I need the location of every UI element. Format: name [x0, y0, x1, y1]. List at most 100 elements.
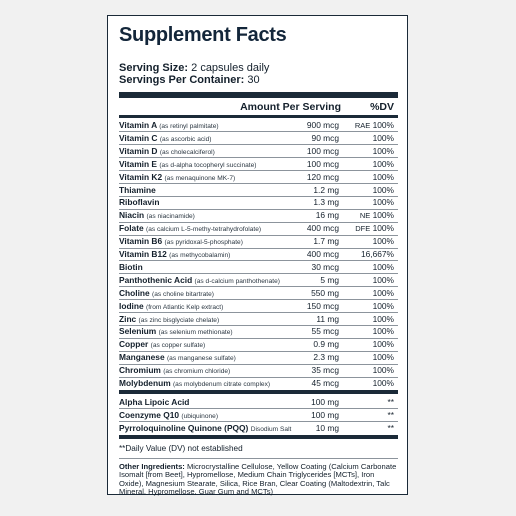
nutrient-source-note: (as chromium chloride) — [163, 368, 231, 376]
nutrient-amount: 45 mcg — [311, 378, 339, 388]
nutrient-row: Pyrroloquinoline Quinone (PQQ) Disodium … — [119, 422, 398, 434]
nutrient-dv: 100% — [373, 313, 394, 325]
nutrient-dv: ** — [387, 396, 394, 408]
nutrient-label: Folate — [119, 223, 144, 234]
nutrient-row: Chromium (as chromium chloride) 35 mcg 100… — [119, 364, 398, 376]
dv-value: 100% — [372, 339, 394, 350]
nutrient-name: Vitamin B6 (as pyridoxal-5-phosphate) — [119, 235, 243, 249]
nutrient-name: Manganese (as manganese sulfate) — [119, 351, 236, 365]
nutrient-row: Iodine (from Atlantic Kelp extract) 150 m… — [119, 300, 398, 312]
nutrient-amount: 1.7 mg — [313, 236, 339, 247]
nutrient-name: Selenium (as selenium methionate) — [119, 325, 233, 339]
nutrient-source-note: (as pyridoxal-5-phosphate) — [164, 239, 243, 247]
nutrient-amount: 100 mcg — [306, 158, 339, 169]
row-divider — [119, 273, 398, 275]
row-divider — [119, 421, 398, 423]
dv-value: 100% — [372, 378, 394, 388]
row-divider — [119, 195, 398, 197]
nutrient-row: Vitamin C (as ascorbic acid) 90 mcg 100% — [119, 132, 398, 144]
dv-value: 100% — [372, 197, 394, 208]
nutrient-row: Vitamin B6 (as pyridoxal-5-phosphate) 1.7… — [119, 235, 398, 247]
nutrient-source-note: (as d-alpha tocopheryl succinate) — [159, 161, 257, 169]
footnote: **Daily Value (DV) not established — [119, 443, 243, 453]
nutrient-row: Manganese (as manganese sulfate) 2.3 mg 10… — [119, 351, 398, 363]
nutrient-row: Alpha Lipoic Acid 100 mg ** — [119, 396, 398, 408]
nutrient-name: Biotin — [119, 261, 143, 273]
nutrient-amount: 0.9 mg — [313, 339, 339, 350]
nutrient-row: Vitamin A (as retinyl palmitate) 900 mcg R… — [119, 119, 398, 131]
nutrient-label: Niacin — [119, 210, 145, 221]
amount-header: Amount Per Serving — [240, 101, 341, 113]
nutrient-amount: 550 mg — [311, 287, 339, 298]
nutrient-name: Thiamine — [119, 184, 156, 196]
dv-value: 16,667% — [360, 249, 394, 259]
row-divider — [119, 337, 398, 339]
nutrient-dv: 100% — [373, 184, 394, 196]
nutrient-name: Vitamin C (as ascorbic acid) — [119, 132, 211, 146]
nutrient-label: Vitamin C — [119, 132, 158, 143]
row-divider — [119, 234, 398, 236]
nutrient-label: Vitamin B12 — [119, 249, 167, 259]
dv-header: %DV — [370, 101, 394, 113]
nutrient-amount: 400 mcg — [306, 223, 339, 234]
dv-value: ** — [387, 422, 394, 433]
nutrient-dv: ** — [387, 409, 394, 421]
nutrient-source-note: (from Atlantic Kelp extract) — [146, 303, 224, 311]
nutrient-name: Vitamin E (as d-alpha tocopheryl succina… — [119, 158, 256, 172]
nutrient-dv: 100% — [373, 145, 394, 157]
nutrient-name: Riboflavin — [119, 196, 159, 208]
nutrient-amount: 100 mcg — [306, 145, 339, 156]
nutrient-dv: 100% — [373, 171, 394, 183]
nutrient-label: Pyrroloquinoline Quinone (PQQ) — [119, 422, 249, 433]
nutrient-row: Copper (as copper sulfate) 0.9 mg 100% — [119, 338, 398, 350]
nutrient-dv: 100% — [373, 364, 394, 376]
row-divider — [119, 312, 398, 313]
nutrient-label: Copper — [119, 339, 149, 350]
column-header: Amount Per Serving %DV — [119, 101, 398, 114]
footnote-divider — [119, 457, 398, 459]
row-divider — [119, 247, 398, 249]
nutrient-dv: 16,667% — [361, 248, 394, 260]
nutrient-dv: 100% — [373, 325, 394, 337]
supplement-facts-panel: Supplement Facts Serving Size: 2 capsule… — [107, 15, 408, 496]
row-divider — [119, 208, 398, 210]
nutrient-dv: 100% — [373, 287, 394, 299]
nutrient-amount: 11 mg — [316, 313, 339, 324]
nutrient-label: Thiamine — [119, 184, 156, 195]
nutrient-dv: ** — [387, 422, 394, 434]
nutrient-name: Iodine (from Atlantic Kelp extract) — [119, 300, 223, 314]
dv-value: 100% — [372, 120, 394, 130]
nutrient-label: Iodine — [119, 300, 144, 311]
nutrient-amount: 150 mcg — [306, 300, 339, 311]
nutrient-name: Pyrroloquinoline Quinone (PQQ) Disodium … — [119, 422, 291, 436]
row-divider — [119, 170, 398, 172]
nutrient-label: Riboflavin — [119, 197, 160, 208]
nutrient-source-note: (as calcium L-5-methy-tetrahydrofolate) — [146, 226, 262, 234]
dv-value: 100% — [372, 171, 394, 182]
nutrient-label: Molybdenum — [119, 378, 171, 388]
header-divider — [119, 115, 398, 118]
nutrient-name: Zinc (as zinc bisglyciate chelate) — [119, 313, 219, 327]
nutrient-label: Vitamin A — [119, 120, 157, 130]
row-divider — [119, 157, 398, 159]
dv-value: 100% — [372, 287, 394, 298]
dv-value: ** — [387, 409, 394, 420]
row-divider — [119, 363, 398, 365]
row-divider — [119, 324, 398, 326]
nutrient-amount: 120 mcg — [306, 171, 339, 182]
nutrient-dv: 100% — [373, 261, 394, 273]
panel-title: Supplement Facts — [119, 24, 287, 46]
nutrient-row: Riboflavin 1.3 mg 100% — [119, 196, 398, 208]
servings-per-container-label: Servings Per Container: — [119, 74, 245, 86]
row-divider — [119, 131, 398, 133]
nutrient-amount: 100 mg — [311, 396, 339, 407]
nutrient-label: Zinc — [119, 313, 137, 324]
dv-value: 100% — [372, 223, 394, 234]
nutrient-label: Vitamin D — [119, 145, 158, 156]
row-divider — [119, 144, 398, 146]
dv-value: 100% — [372, 210, 394, 221]
nutrient-label: Chromium — [119, 365, 161, 376]
nutrient-row: Vitamin D (as cholecalciferol) 100 mcg 100… — [119, 145, 398, 157]
nutrient-name: Chromium (as chromium chloride) — [119, 364, 230, 378]
nutrient-amount: 10 mg — [315, 422, 339, 433]
